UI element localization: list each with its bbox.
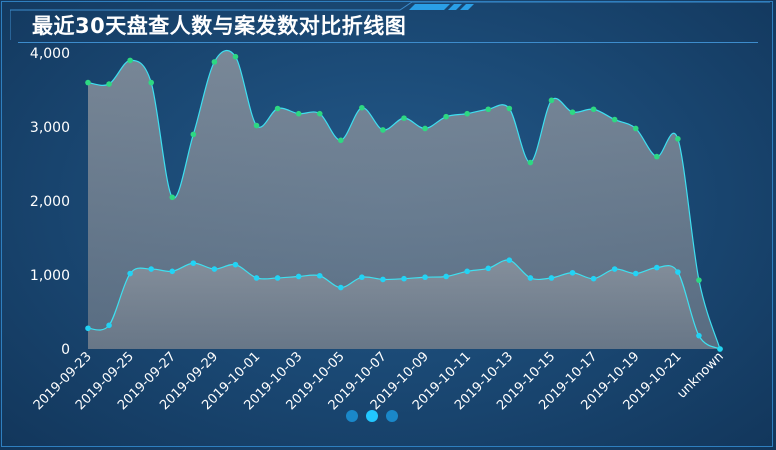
series-2-point-2019-09-24 (106, 322, 112, 329)
series-1-point-2019-10-11 (464, 110, 471, 117)
x-tick-label: unknown (674, 349, 726, 401)
series-1-point-2019-10-14 (527, 159, 534, 166)
series-1-point-2019-10-08 (401, 115, 407, 121)
series-2-point-2019-10-09 (422, 274, 428, 281)
series-2-point-2019-10-02 (274, 275, 281, 281)
series-1-point-2019-10-18 (611, 116, 618, 123)
series-2-point-2019-09-29 (211, 266, 218, 272)
y-tick-label: 3,000 (30, 120, 70, 136)
series-1-point-2019-10-15 (548, 97, 555, 104)
series-2-point-unknown (717, 346, 723, 352)
series-2-point-2019-09-25 (127, 270, 133, 277)
series-1-point-2019-10-09 (422, 125, 428, 132)
series-1-point-2019-09-23 (85, 79, 91, 86)
chart-title: 最近30天盘查人数与案发数对比折线图 (32, 14, 407, 38)
series-2-point-2019-10-04 (316, 272, 323, 279)
series-2-point-2019-10-01 (253, 275, 260, 281)
series-2-point-2019-09-28 (190, 260, 197, 266)
pagination-dots (346, 410, 398, 422)
series-2-point-2019-09-30 (232, 261, 239, 268)
series-1-point-2019-10-07 (380, 127, 386, 133)
series-2-point-2019-10-07 (380, 276, 386, 283)
series-1-point-2019-09-26 (148, 79, 154, 86)
series-1-point-2019-10-21 (675, 136, 681, 142)
series-2-point-2019-10-14 (527, 275, 534, 281)
y-tick-label: 0 (61, 342, 70, 358)
title-divider (18, 42, 758, 43)
series-2-point-2019-10-20 (654, 264, 660, 271)
series-2-point-2019-10-18 (611, 266, 618, 272)
series-2-point-2019-10-06 (359, 274, 365, 281)
series-2-point-2019-10-17 (590, 275, 597, 282)
series-2-point-2019-10-19 (632, 270, 639, 277)
series-1-point-2019-10-20 (654, 153, 660, 160)
series-1-point-2019-09-24 (106, 81, 112, 87)
series-1-point-2019-09-28 (190, 131, 197, 138)
series-1-point-2019-10-03 (295, 110, 302, 117)
series-2-point-2019-10-11 (464, 268, 471, 275)
series-2-point-2019-10-16 (569, 269, 576, 276)
series-2-point-2019-10-15 (548, 275, 555, 281)
series-2-point-2019-10-13 (506, 257, 513, 264)
series-2-point-2019-09-27 (169, 268, 176, 275)
series-1-point-2019-10-17 (590, 106, 597, 113)
series-1-point-2019-09-27 (169, 194, 176, 201)
series-1-point-2019-10-10 (443, 113, 449, 120)
series-1-point-2019-10-19 (632, 125, 639, 132)
series-1-point-2019-10-05 (338, 137, 344, 144)
pagination-dot[interactable] (366, 410, 378, 422)
series-1-point-2019-09-25 (127, 57, 133, 64)
series-2-point-2019-10-08 (401, 275, 407, 282)
series-2-point-2019-10-05 (338, 284, 344, 291)
series-2-point-2019-10-10 (443, 273, 449, 280)
series-1-point-2019-09-30 (232, 53, 239, 60)
pagination-dot[interactable] (346, 410, 358, 422)
series-1-point-2019-10-13 (506, 105, 513, 112)
y-tick-label: 4,000 (30, 46, 70, 62)
series-2-point-2019-10-12 (485, 265, 492, 272)
series-1-point-2019-10-04 (316, 110, 323, 117)
series-1-point-2019-10-01 (253, 122, 260, 129)
y-tick-label: 2,000 (30, 194, 70, 210)
series-1-point-2019-10-12 (485, 106, 492, 113)
series-2-point-2019-09-23 (85, 325, 91, 332)
series-1-point-2019-09-29 (211, 59, 218, 65)
series-1-point-2019-10-06 (359, 104, 365, 111)
series-2-area (88, 260, 720, 349)
pagination-dot[interactable] (386, 410, 398, 422)
series-1-point-2019-10-22 (696, 277, 702, 283)
series-1-point-2019-10-02 (274, 105, 281, 112)
series-1-point-2019-10-16 (569, 109, 576, 115)
series-2-point-2019-10-03 (295, 273, 302, 280)
series-2-point-2019-10-21 (675, 269, 681, 275)
series-2-point-2019-10-22 (696, 332, 702, 339)
series-2-point-2019-09-26 (148, 266, 154, 272)
y-tick-label: 1,000 (30, 268, 70, 284)
